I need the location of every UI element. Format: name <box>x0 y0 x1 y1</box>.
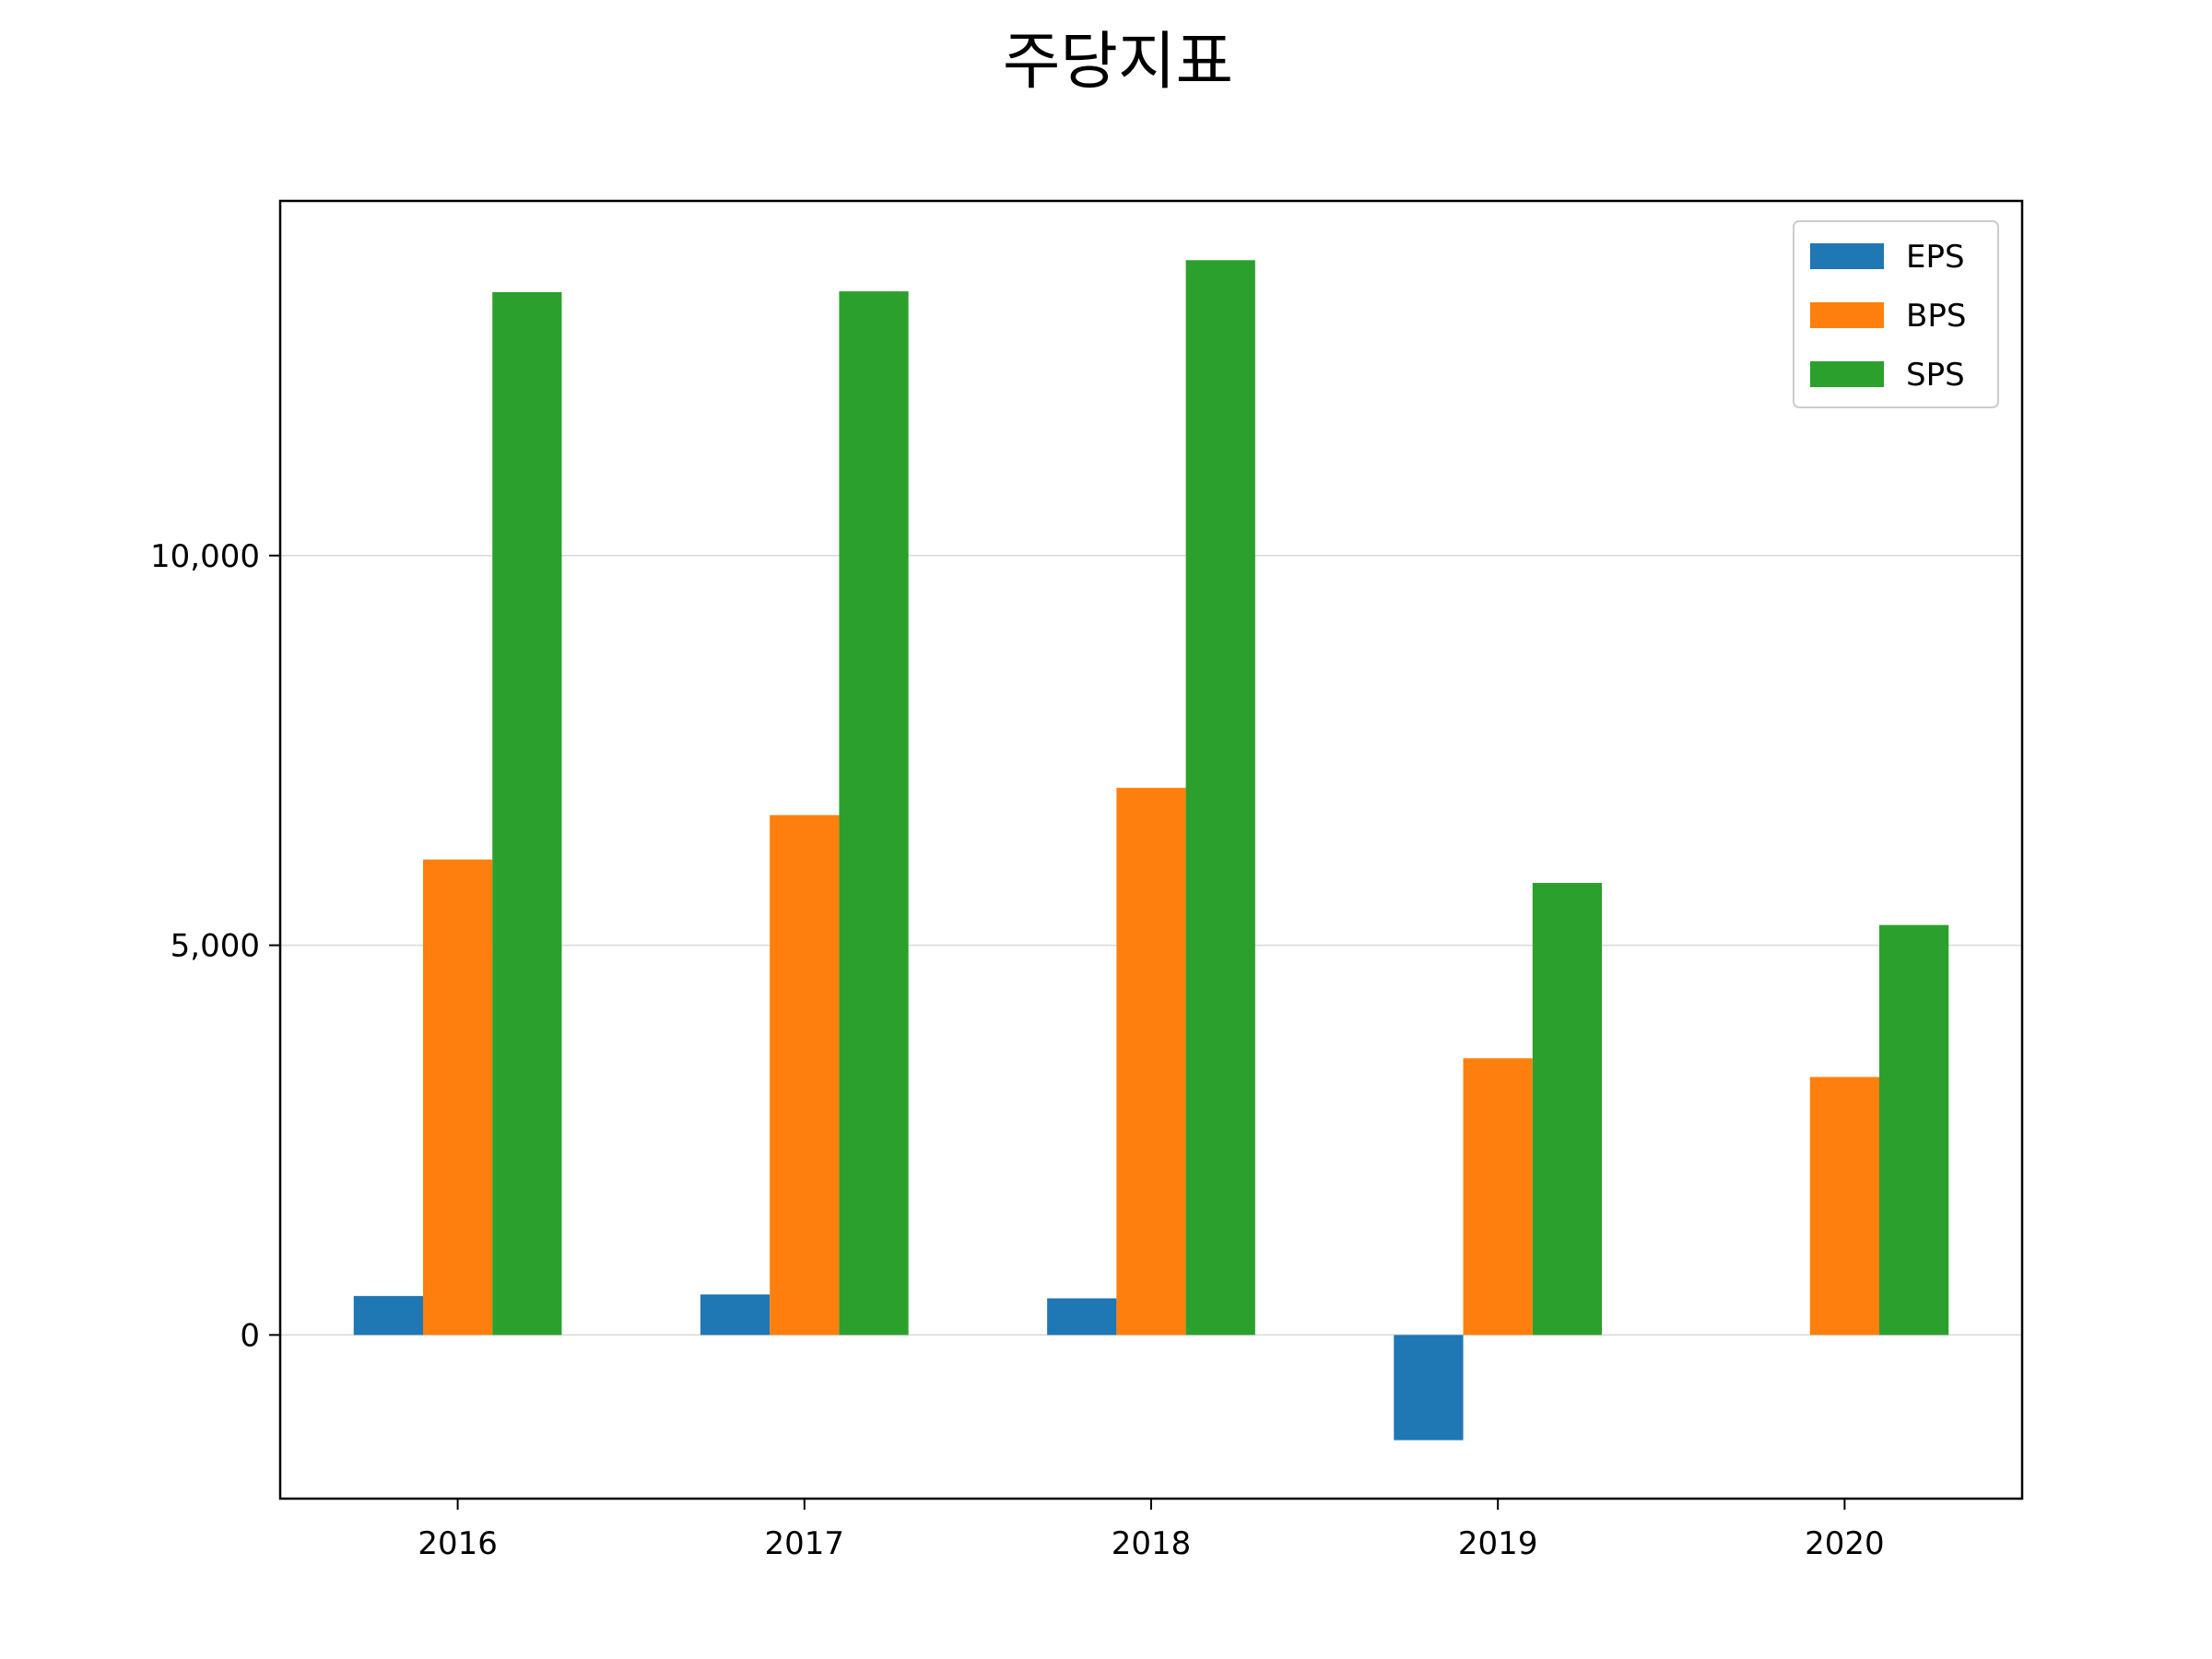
axes: 0 5,000 10,000 2016 2017 2018 2019 2020 <box>150 538 1885 1562</box>
bar-eps-2018 <box>1047 1298 1117 1335</box>
bar-eps-2019 <box>1394 1335 1464 1441</box>
legend-label-bps: BPS <box>1906 298 1966 335</box>
x-tick-label: 2019 <box>1458 1525 1538 1562</box>
bar-bps-2019 <box>1463 1058 1533 1335</box>
chart-title: 주당지표 <box>1003 26 1233 99</box>
legend-swatch-sps <box>1810 361 1884 387</box>
bar-bps-2018 <box>1116 787 1186 1335</box>
legend: EPS BPS SPS <box>1793 220 1999 408</box>
x-tick-label: 2020 <box>1805 1525 1885 1562</box>
bar-eps-2016 <box>353 1296 423 1335</box>
bar-bps-2016 <box>422 859 493 1335</box>
bar-bps-2017 <box>770 815 840 1335</box>
bar-bps-2020 <box>1809 1077 1880 1335</box>
legend-label-sps: SPS <box>1906 357 1965 394</box>
y-tick-label: 0 <box>240 1317 260 1354</box>
x-tick-label: 2017 <box>765 1525 845 1562</box>
bar-sps-2017 <box>839 291 909 1335</box>
y-tick-label: 5,000 <box>171 928 260 965</box>
bars <box>353 260 1949 1441</box>
x-tick-label: 2018 <box>1112 1525 1192 1562</box>
bar-eps-2017 <box>700 1294 771 1335</box>
bar-sps-2019 <box>1532 882 1603 1335</box>
x-tick-label: 2016 <box>418 1525 498 1562</box>
bar-sps-2018 <box>1185 260 1255 1335</box>
legend-swatch-bps <box>1810 302 1884 328</box>
bar-sps-2020 <box>1879 924 1949 1335</box>
bar-sps-2016 <box>492 291 562 1335</box>
legend-label-eps: EPS <box>1906 239 1965 276</box>
legend-swatch-eps <box>1810 243 1884 269</box>
y-tick-label: 10,000 <box>150 538 260 575</box>
